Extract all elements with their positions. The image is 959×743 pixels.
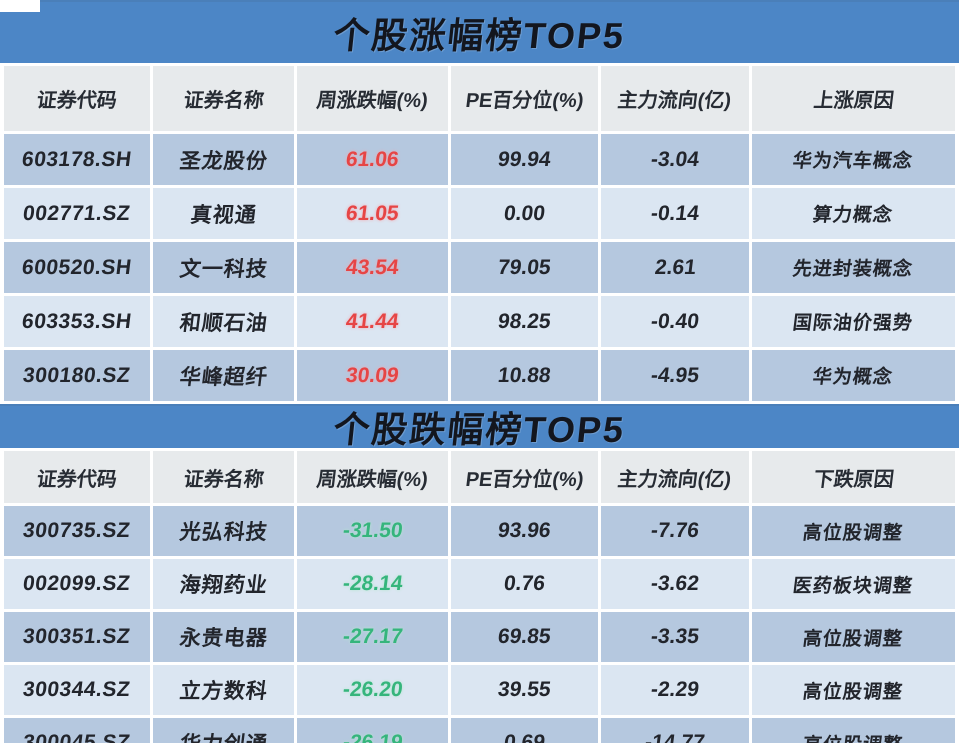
losers-rows: 300735.SZ 光弘科技 -31.50 93.96 -7.76 高位股调整 … [0, 506, 959, 743]
cell-main-flow: 2.61 [601, 242, 749, 293]
cell-pe-percentile: 79.05 [451, 242, 598, 293]
column-header-main-flow: 主力流向(亿) [601, 451, 749, 503]
losers-table-title: 个股跌幅榜TOP5 [331, 409, 628, 450]
cell-pe-percentile: 0.00 [451, 188, 598, 239]
cell-main-flow: -7.76 [601, 506, 749, 556]
cell-pe-percentile: 0.69 [451, 718, 598, 743]
cell-reason: 国际油价强势 [752, 296, 955, 347]
cell-pe-percentile: 98.25 [451, 296, 598, 347]
cell-security-code: 603178.SH [4, 134, 150, 185]
losers-header-row: 证券代码 证券名称 周涨跌幅(%) PE百分位(%) 主力流向(亿) 下跌原因 [0, 451, 959, 503]
cell-reason: 高位股调整 [752, 665, 955, 715]
column-header-code: 证券代码 [4, 451, 150, 503]
cell-security-name: 华力创通 [153, 718, 294, 743]
cell-security-name: 和顺石油 [153, 296, 294, 347]
cell-security-name: 华峰超纤 [153, 350, 294, 401]
cell-weekly-change: 41.44 [297, 296, 448, 347]
cell-pe-percentile: 39.55 [451, 665, 598, 715]
corner-artifact [0, 0, 40, 12]
cell-reason: 高位股调整 [752, 612, 955, 662]
cell-security-code: 300045.SZ [4, 718, 150, 743]
cell-main-flow: -2.29 [601, 665, 749, 715]
cell-pe-percentile: 93.96 [451, 506, 598, 556]
column-header-pe-percentile: PE百分位(%) [451, 451, 598, 503]
cell-security-code: 603353.SH [4, 296, 150, 347]
cell-main-flow: -3.62 [601, 559, 749, 609]
losers-title-bar: 个股跌幅榜TOP5 [0, 404, 959, 450]
column-header-fall-reason: 下跌原因 [752, 451, 955, 503]
cell-security-name: 永贵电器 [153, 612, 294, 662]
cell-reason: 华为汽车概念 [752, 134, 955, 185]
cell-security-name: 光弘科技 [153, 506, 294, 556]
cell-weekly-change: -26.19 [297, 718, 448, 743]
column-header-weekly-change: 周涨跌幅(%) [297, 451, 448, 503]
cell-security-code: 600520.SH [4, 242, 150, 293]
cell-security-code: 002771.SZ [4, 188, 150, 239]
cell-main-flow: -0.14 [601, 188, 749, 239]
cell-main-flow: -14.77 [601, 718, 749, 743]
gainers-table-title: 个股涨幅榜TOP5 [331, 14, 628, 56]
gainers-section: 个股涨幅榜TOP5 证券代码 证券名称 周涨跌幅(%) PE百分位(%) 主力流… [0, 0, 959, 401]
cell-main-flow: -3.35 [601, 612, 749, 662]
gainers-rows: 603178.SH 圣龙股份 61.06 99.94 -3.04 华为汽车概念 … [0, 134, 959, 401]
column-header-main-flow: 主力流向(亿) [601, 66, 749, 131]
cell-main-flow: -4.95 [601, 350, 749, 401]
cell-reason: 华为概念 [752, 350, 955, 401]
column-header-code: 证券代码 [4, 66, 150, 131]
gainers-header-row: 证券代码 证券名称 周涨跌幅(%) PE百分位(%) 主力流向(亿) 上涨原因 [0, 66, 959, 131]
losers-section: 个股跌幅榜TOP5 证券代码 证券名称 周涨跌幅(%) PE百分位(%) 主力流… [0, 404, 959, 743]
gainers-title-bar: 个股涨幅榜TOP5 [0, 0, 959, 63]
cell-main-flow: -0.40 [601, 296, 749, 347]
cell-main-flow: -3.04 [601, 134, 749, 185]
cell-security-code: 300344.SZ [4, 665, 150, 715]
cell-reason: 先进封装概念 [752, 242, 955, 293]
cell-security-name: 圣龙股份 [153, 134, 294, 185]
column-header-pe-percentile: PE百分位(%) [451, 66, 598, 131]
cell-reason: 高位股调整 [752, 506, 955, 556]
cell-security-code: 002099.SZ [4, 559, 150, 609]
cell-weekly-change: 61.06 [297, 134, 448, 185]
cell-security-code: 300735.SZ [4, 506, 150, 556]
cell-weekly-change: -27.17 [297, 612, 448, 662]
column-header-name: 证券名称 [153, 451, 294, 503]
cell-security-code: 300351.SZ [4, 612, 150, 662]
cell-weekly-change: -31.50 [297, 506, 448, 556]
cell-weekly-change: -26.20 [297, 665, 448, 715]
cell-security-name: 海翔药业 [153, 559, 294, 609]
column-header-weekly-change: 周涨跌幅(%) [297, 66, 448, 131]
cell-weekly-change: 61.05 [297, 188, 448, 239]
cell-reason: 算力概念 [752, 188, 955, 239]
cell-security-name: 真视通 [153, 188, 294, 239]
cell-security-code: 300180.SZ [4, 350, 150, 401]
cell-pe-percentile: 99.94 [451, 134, 598, 185]
cell-pe-percentile: 69.85 [451, 612, 598, 662]
cell-security-name: 立方数科 [153, 665, 294, 715]
cell-reason: 高位股调整 [752, 718, 955, 743]
cell-reason: 医药板块调整 [752, 559, 955, 609]
cell-pe-percentile: 0.76 [451, 559, 598, 609]
cell-weekly-change: -28.14 [297, 559, 448, 609]
cell-security-name: 文一科技 [153, 242, 294, 293]
cell-pe-percentile: 10.88 [451, 350, 598, 401]
column-header-rise-reason: 上涨原因 [752, 66, 955, 131]
column-header-name: 证券名称 [153, 66, 294, 131]
cell-weekly-change: 43.54 [297, 242, 448, 293]
cell-weekly-change: 30.09 [297, 350, 448, 401]
